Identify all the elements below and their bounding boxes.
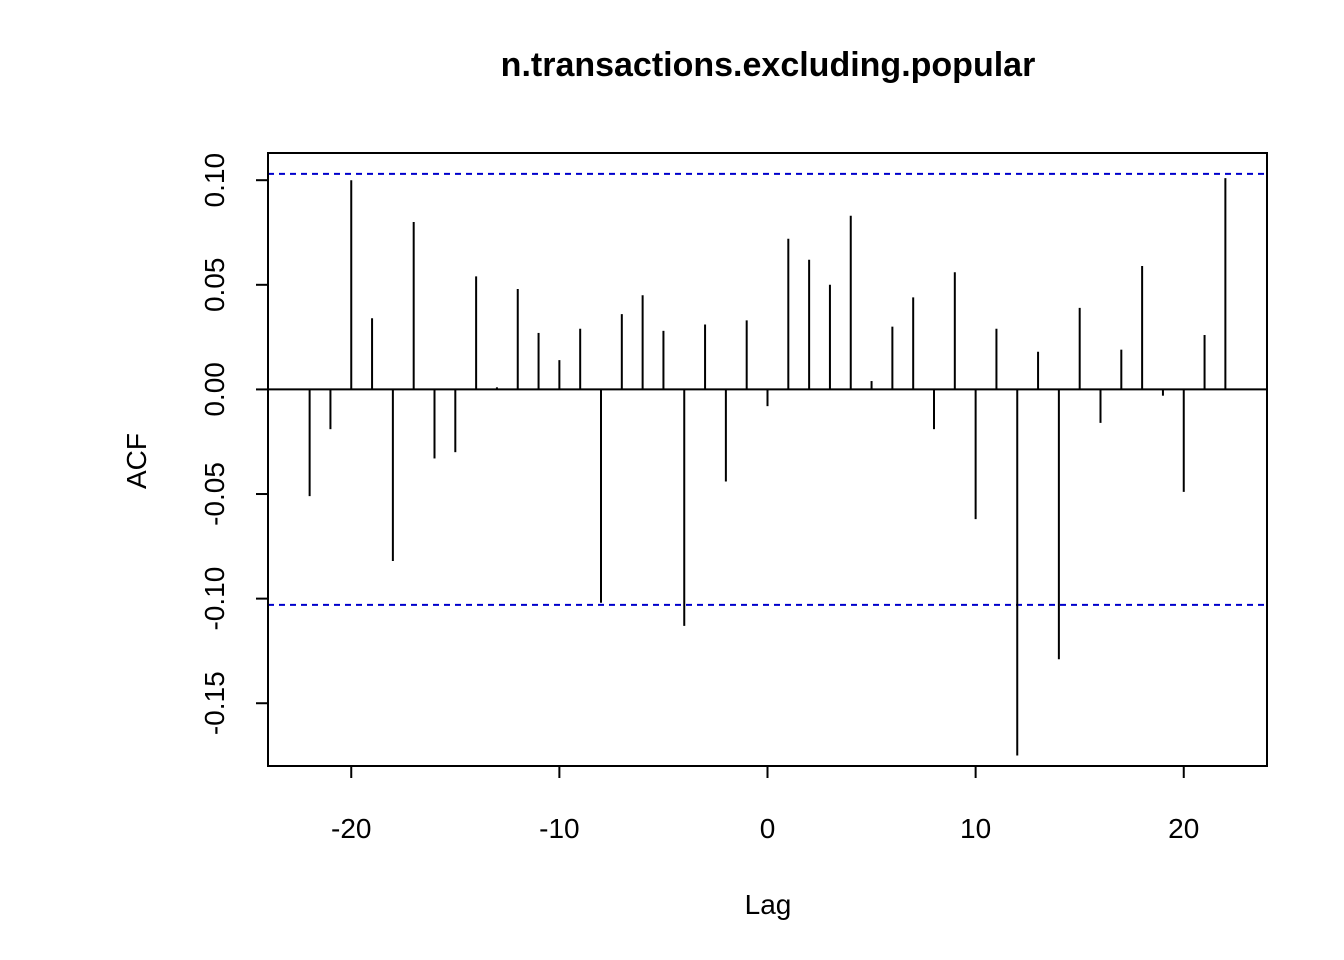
y-tick-label: -0.10 [199, 567, 230, 631]
y-tick-label: 0.05 [199, 258, 230, 313]
y-axis: 0.10 0.05 0.00 -0.05 -0.10 -0.15 [199, 153, 268, 735]
x-tick-label: -10 [539, 813, 579, 844]
x-tick-label: 20 [1168, 813, 1199, 844]
x-axis: -20 -10 0 10 20 [331, 766, 1199, 844]
x-tick-label: 0 [760, 813, 776, 844]
x-tick-label: -20 [331, 813, 371, 844]
y-tick-label: -0.15 [199, 671, 230, 735]
y-tick-label: 0.10 [199, 153, 230, 208]
chart-title: n.transactions.excluding.popular [501, 46, 1036, 84]
y-tick-label: 0.00 [199, 362, 230, 417]
plot-area [268, 172, 1267, 756]
plot-frame [267, 152, 1268, 767]
x-axis-label: Lag [745, 889, 792, 920]
y-axis-label: ACF [121, 433, 152, 489]
y-tick-label: -0.05 [199, 462, 230, 526]
x-tick-label: 10 [960, 813, 991, 844]
